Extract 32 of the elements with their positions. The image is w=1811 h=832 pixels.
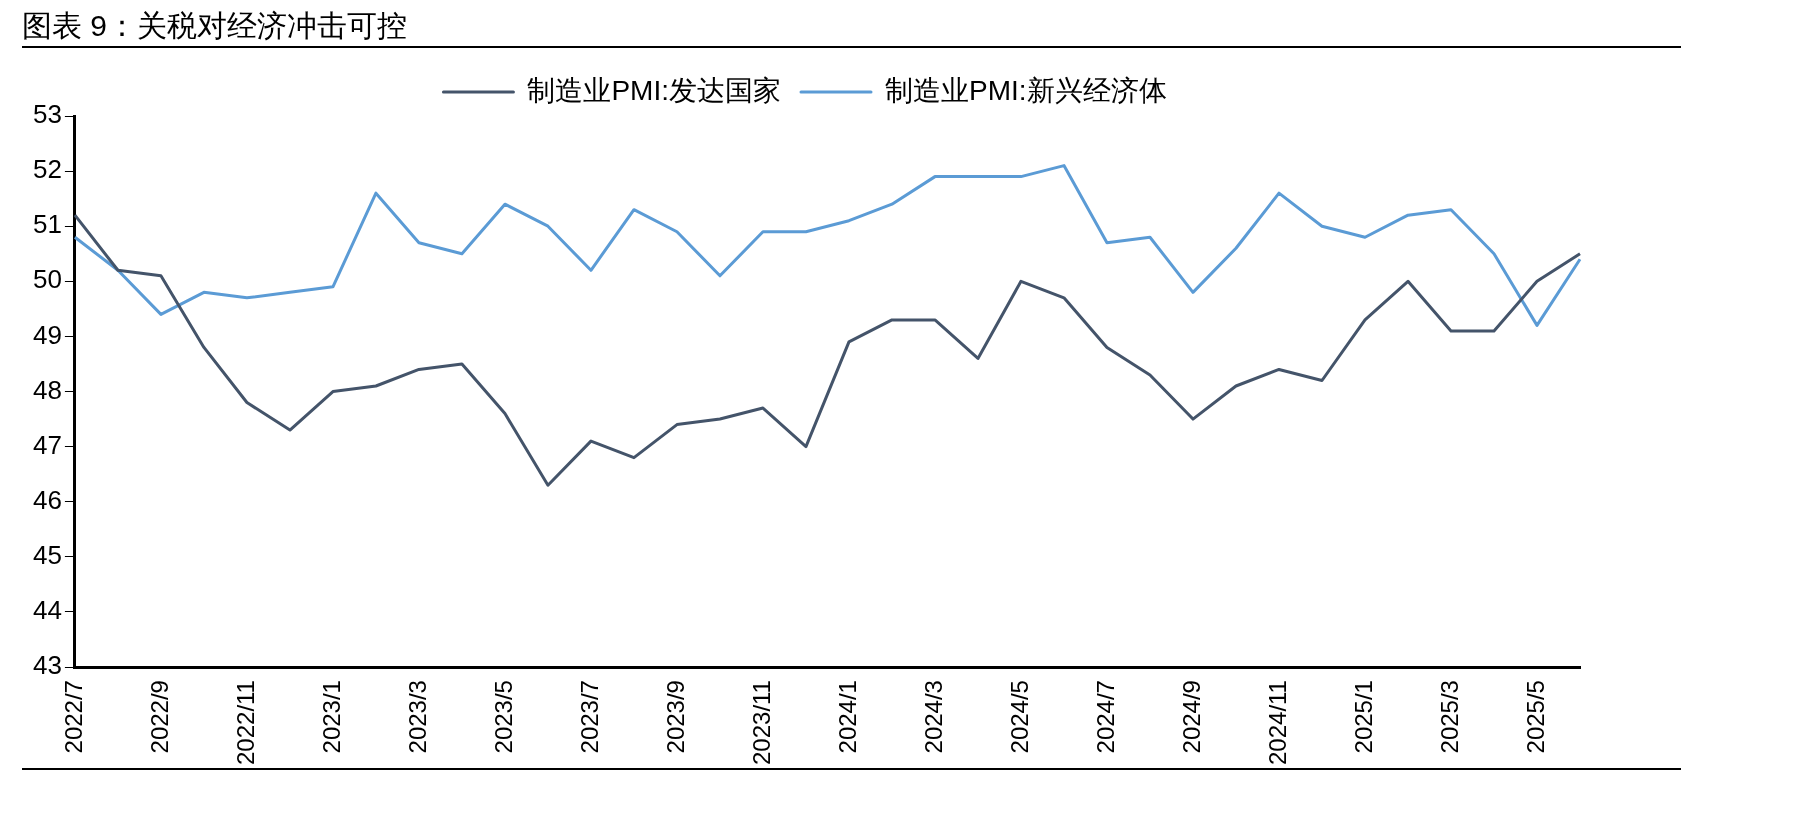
y-tick-label: 44 [33, 595, 62, 626]
x-tick-label: 2024/3 [919, 680, 947, 754]
x-tick-label: 2023/3 [403, 680, 431, 754]
x-tick-label: 2022/11 [231, 680, 259, 766]
y-tick-label: 43 [33, 650, 62, 681]
y-tick-label: 51 [33, 209, 62, 240]
y-tick-label: 47 [33, 429, 62, 460]
y-tick-label: 52 [33, 154, 62, 185]
x-tick-label: 2025/5 [1521, 680, 1549, 754]
x-tick-label: 2022/7 [59, 680, 87, 754]
legend-label: 制造业PMI:新兴经济体 [885, 74, 1167, 106]
x-tick-label: 2025/1 [1349, 680, 1377, 754]
x-tick-label: 2025/3 [1435, 680, 1463, 754]
x-tick-label: 2023/5 [489, 680, 517, 754]
x-tick-label: 2024/11 [1263, 680, 1291, 766]
y-tick-label: 46 [33, 484, 62, 515]
chart-title: 图表 9：关税对经济冲击可控 [21, 8, 409, 44]
y-tick-label: 50 [33, 264, 62, 295]
y-tick-label: 48 [33, 374, 62, 405]
legend-label: 制造业PMI:发达国家 [527, 74, 781, 106]
y-tick-label: 49 [33, 319, 62, 350]
x-tick-label: 2022/9 [145, 680, 173, 754]
x-tick-label: 2024/9 [1177, 680, 1205, 754]
y-tick-label: 45 [33, 539, 62, 570]
x-tick-label: 2024/1 [833, 680, 861, 754]
x-tick-label: 2024/7 [1091, 680, 1119, 754]
x-tick-label: 2024/5 [1005, 680, 1033, 754]
x-tick-label: 2023/7 [575, 680, 603, 754]
y-tick-label: 53 [33, 99, 62, 130]
x-tick-label: 2023/9 [661, 680, 689, 754]
x-tick-label: 2023/1 [317, 680, 345, 754]
x-tick-label: 2023/11 [747, 680, 775, 766]
